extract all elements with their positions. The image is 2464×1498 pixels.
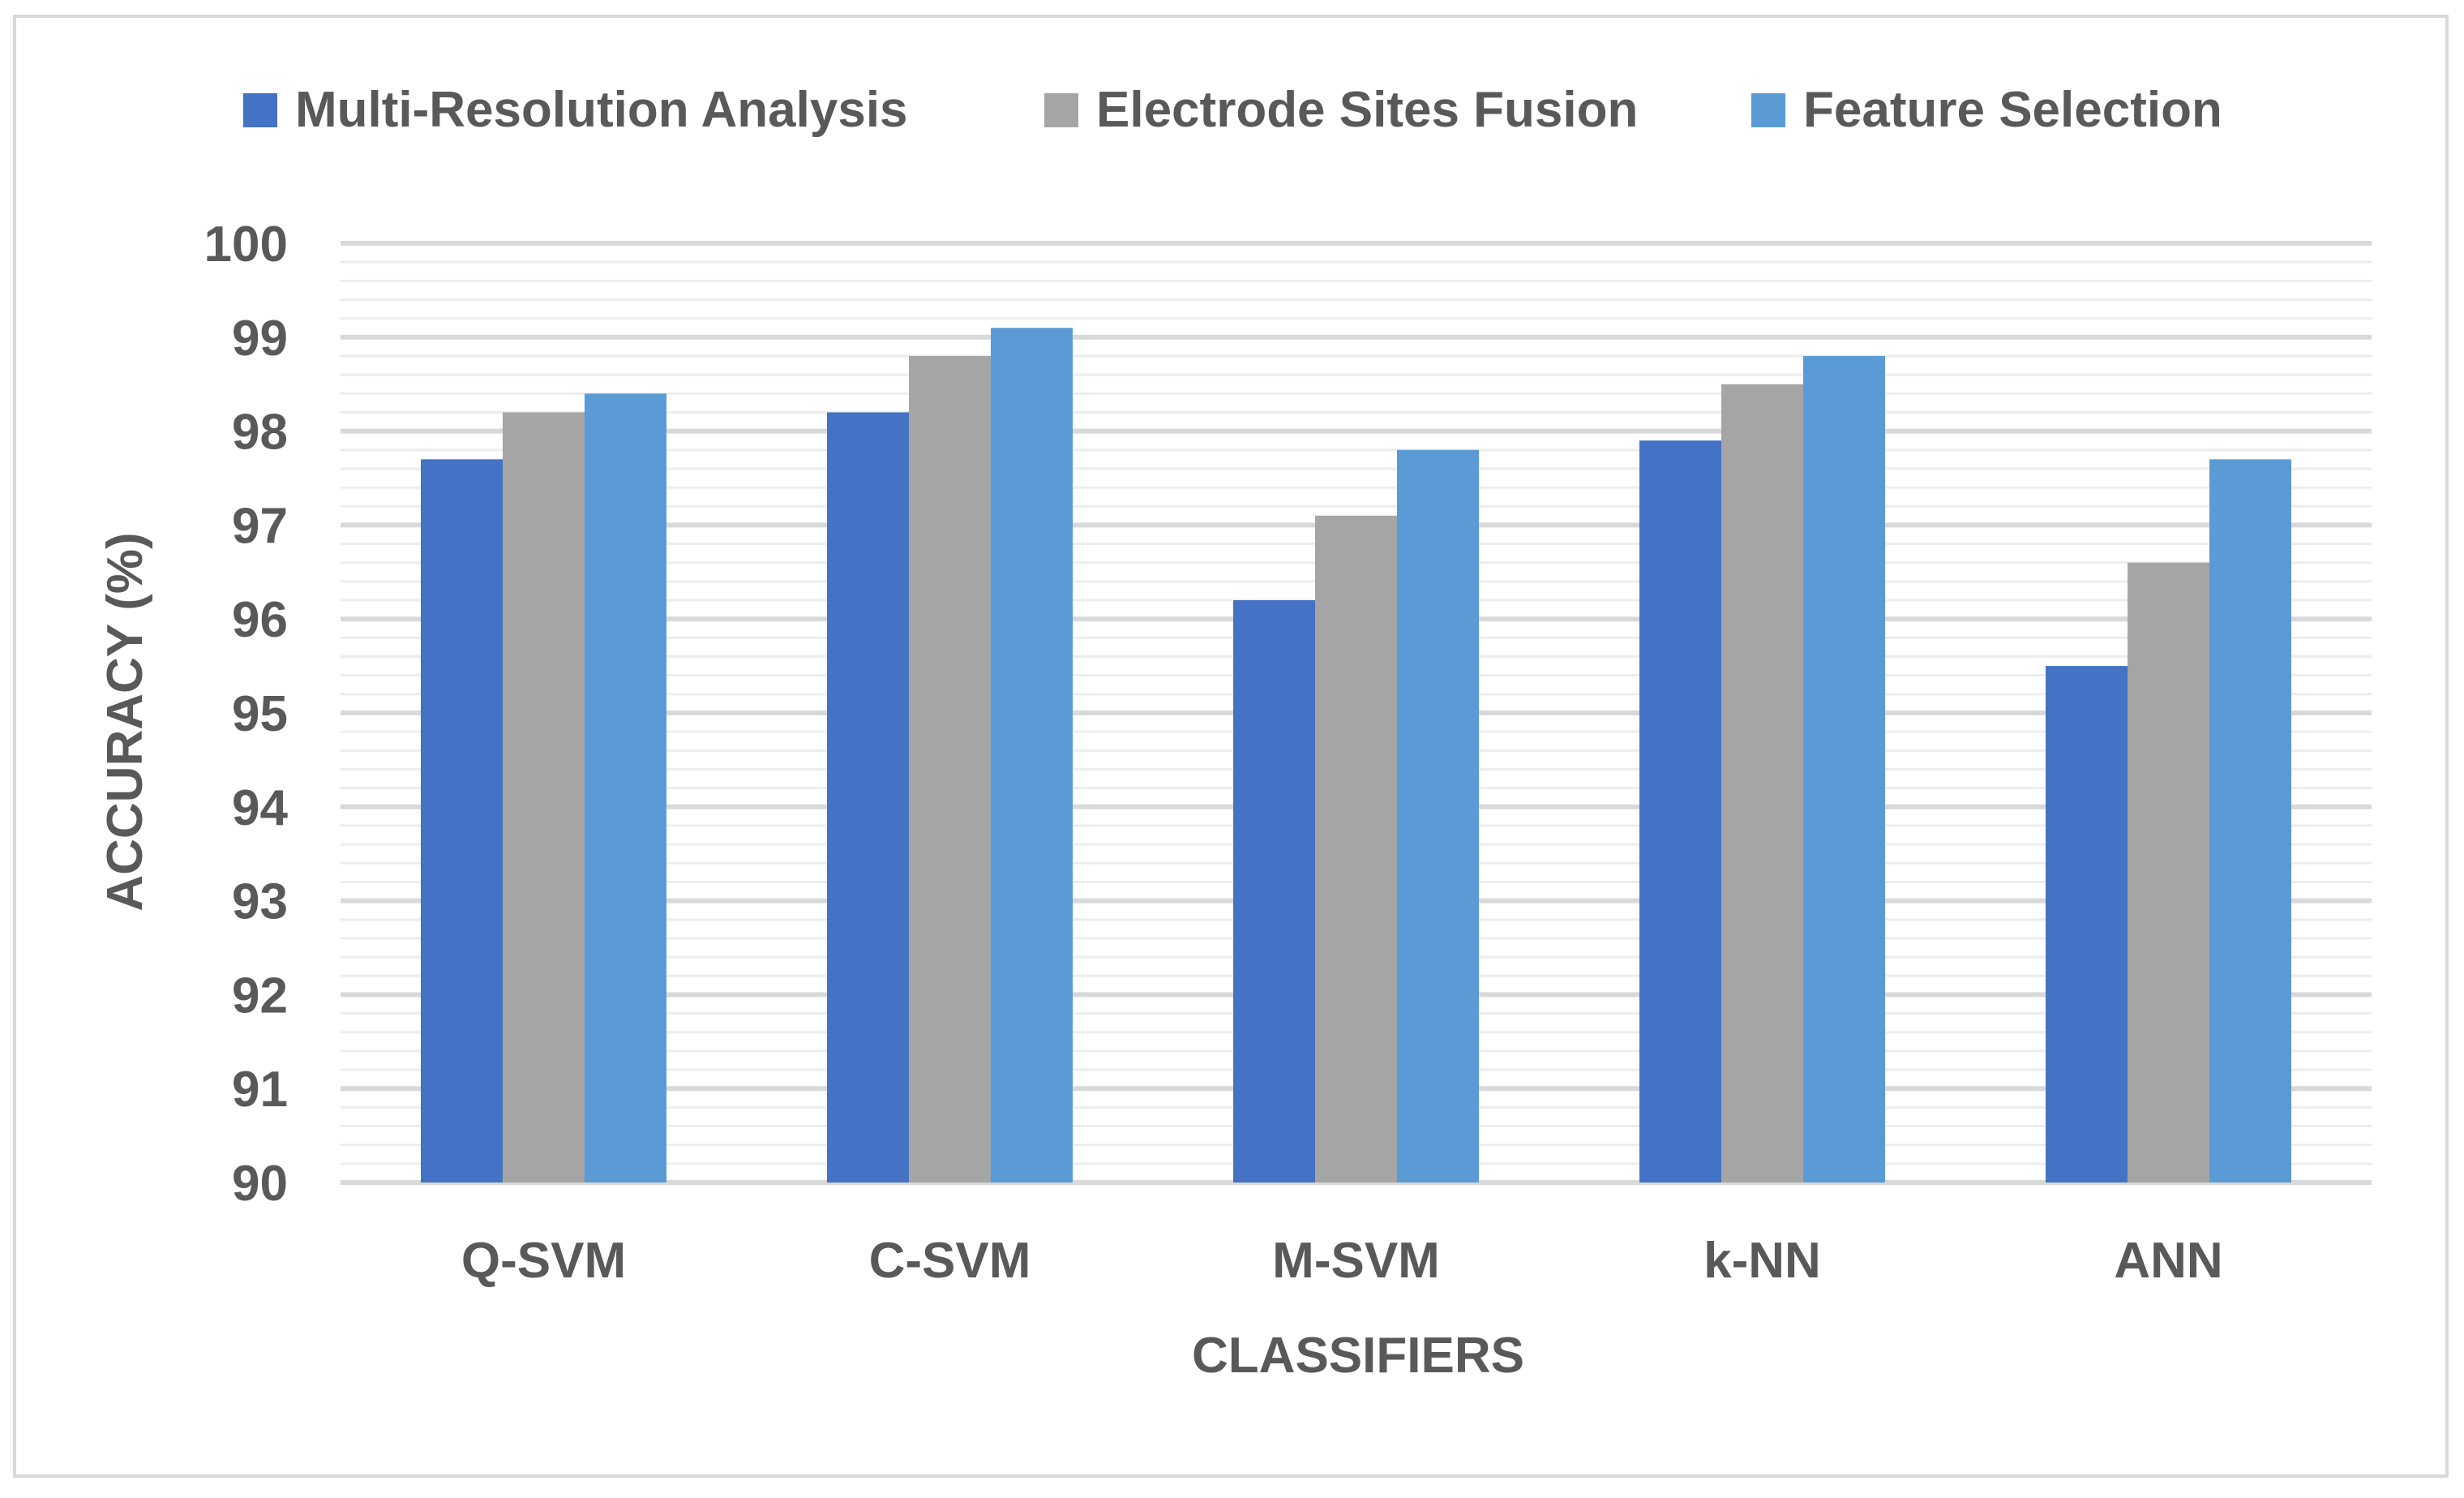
bar [1803,355,1885,1183]
x-tick-label: C-SVM [869,1233,1031,1289]
legend-swatch [243,93,277,127]
x-tick-label: Q-SVM [461,1233,626,1289]
x-tick-label: M-SVM [1272,1233,1440,1289]
chart-border [13,15,2449,1478]
legend-label: Multi-Resolution Analysis [295,82,908,138]
bar [1721,384,1803,1183]
x-axis-ticks: Q-SVM C-SVM M-SVM k-NN ANN [461,1233,2223,1289]
y-tick-label: 91 [232,1062,288,1118]
x-axis-label: CLASSIFIERS [1192,1328,1524,1384]
bar [1639,440,1721,1183]
y-tick-label: 94 [232,780,288,836]
bar [909,355,991,1183]
y-tick-label: 99 [232,311,288,367]
y-tick-label: 95 [232,686,288,742]
bar [503,412,585,1183]
y-tick-label: 96 [232,592,288,648]
legend-swatch [1751,93,1785,127]
bar [421,459,503,1183]
y-axis-ticks: 90 91 92 93 94 95 96 97 98 99 100 [204,217,289,1212]
y-tick-label: 100 [204,217,288,273]
y-tick-label: 90 [232,1156,288,1212]
bar [2209,459,2291,1183]
y-tick-label: 93 [232,874,288,930]
bar [2128,562,2209,1183]
bar [585,393,666,1183]
bar [2046,666,2128,1183]
y-tick-label: 92 [232,968,288,1024]
legend-swatch [1044,93,1078,127]
bar [827,412,909,1183]
bar [1315,515,1397,1183]
y-axis-label: ACCURACY (%) [97,532,153,911]
legend: Multi-Resolution Analysis Electrode Sites… [243,82,2222,138]
bars [421,328,2291,1183]
x-tick-label: k-NN [1703,1233,1821,1289]
bar [991,328,1073,1183]
legend-label: Feature Selection [1803,82,2222,138]
x-tick-label: ANN [2114,1233,2222,1289]
y-tick-label: 97 [232,498,288,554]
bar [1233,600,1315,1183]
legend-label: Electrode Sites Fusion [1096,82,1638,138]
bar [1397,449,1479,1183]
y-tick-label: 98 [232,405,288,461]
